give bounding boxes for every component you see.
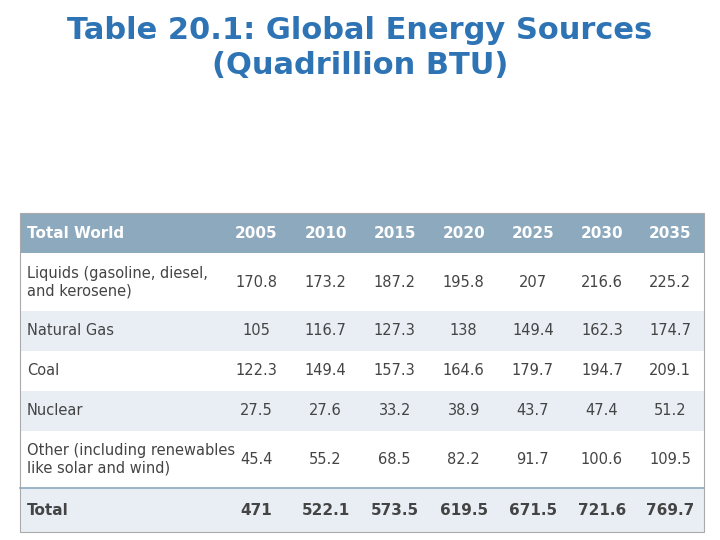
Text: 187.2: 187.2 xyxy=(374,274,415,289)
Text: 149.4: 149.4 xyxy=(512,323,554,339)
Text: 170.8: 170.8 xyxy=(235,274,277,289)
Text: 209.1: 209.1 xyxy=(649,363,691,379)
Text: 82.2: 82.2 xyxy=(447,452,480,467)
Text: 2030: 2030 xyxy=(580,226,624,241)
Text: 174.7: 174.7 xyxy=(649,323,691,339)
Text: 51.2: 51.2 xyxy=(654,403,686,418)
Text: Nuclear: Nuclear xyxy=(27,403,84,418)
Text: 179.7: 179.7 xyxy=(512,363,554,379)
Text: 27.6: 27.6 xyxy=(309,403,342,418)
Text: like solar and wind): like solar and wind) xyxy=(27,461,170,476)
Text: 194.7: 194.7 xyxy=(581,363,623,379)
Text: Total: Total xyxy=(27,503,68,518)
Text: 2035: 2035 xyxy=(649,226,691,241)
Text: 116.7: 116.7 xyxy=(305,323,346,339)
Text: 173.2: 173.2 xyxy=(305,274,346,289)
Text: 573.5: 573.5 xyxy=(371,503,419,518)
Text: 127.3: 127.3 xyxy=(374,323,415,339)
Text: 2015: 2015 xyxy=(374,226,416,241)
Text: 769.7: 769.7 xyxy=(646,503,694,518)
Bar xyxy=(20,391,704,430)
Text: 149.4: 149.4 xyxy=(305,363,346,379)
Text: 91.7: 91.7 xyxy=(516,452,549,467)
Text: 522.1: 522.1 xyxy=(302,503,350,518)
Text: 471: 471 xyxy=(240,503,272,518)
Text: Other (including renewables: Other (including renewables xyxy=(27,443,235,458)
Text: 162.3: 162.3 xyxy=(581,323,623,339)
Text: Table 20.1: Global Energy Sources
(Quadrillion BTU): Table 20.1: Global Energy Sources (Quadr… xyxy=(68,16,652,80)
Text: 33.2: 33.2 xyxy=(379,403,411,418)
Text: 195.8: 195.8 xyxy=(443,274,485,289)
Text: Natural Gas: Natural Gas xyxy=(27,323,114,339)
Bar xyxy=(20,489,704,532)
Text: 721.6: 721.6 xyxy=(577,503,626,518)
Text: Liquids (gasoline, diesel,: Liquids (gasoline, diesel, xyxy=(27,266,208,281)
Bar xyxy=(20,351,704,391)
Bar xyxy=(20,311,704,351)
Text: 619.5: 619.5 xyxy=(440,503,487,518)
Text: 225.2: 225.2 xyxy=(649,274,691,289)
Text: 105: 105 xyxy=(243,323,271,339)
Text: 2025: 2025 xyxy=(511,226,554,241)
Text: 122.3: 122.3 xyxy=(235,363,277,379)
Text: 38.9: 38.9 xyxy=(448,403,480,418)
Text: 43.7: 43.7 xyxy=(516,403,549,418)
Text: Coal: Coal xyxy=(27,363,59,379)
Text: 2010: 2010 xyxy=(305,226,347,241)
Text: 164.6: 164.6 xyxy=(443,363,485,379)
Text: 157.3: 157.3 xyxy=(374,363,415,379)
Text: 45.4: 45.4 xyxy=(240,452,273,467)
Text: Total World: Total World xyxy=(27,226,124,241)
Text: 2005: 2005 xyxy=(235,226,278,241)
Text: and kerosene): and kerosene) xyxy=(27,284,132,298)
Text: 27.5: 27.5 xyxy=(240,403,273,418)
Text: 55.2: 55.2 xyxy=(310,452,342,467)
Text: 2020: 2020 xyxy=(442,226,485,241)
Text: 671.5: 671.5 xyxy=(509,503,557,518)
Text: 216.6: 216.6 xyxy=(581,274,623,289)
Text: 68.5: 68.5 xyxy=(379,452,411,467)
Text: 109.5: 109.5 xyxy=(649,452,691,467)
Text: 100.6: 100.6 xyxy=(581,452,623,467)
Bar xyxy=(20,213,704,253)
Text: 138: 138 xyxy=(450,323,477,339)
Text: 47.4: 47.4 xyxy=(585,403,618,418)
Text: 207: 207 xyxy=(518,274,547,289)
